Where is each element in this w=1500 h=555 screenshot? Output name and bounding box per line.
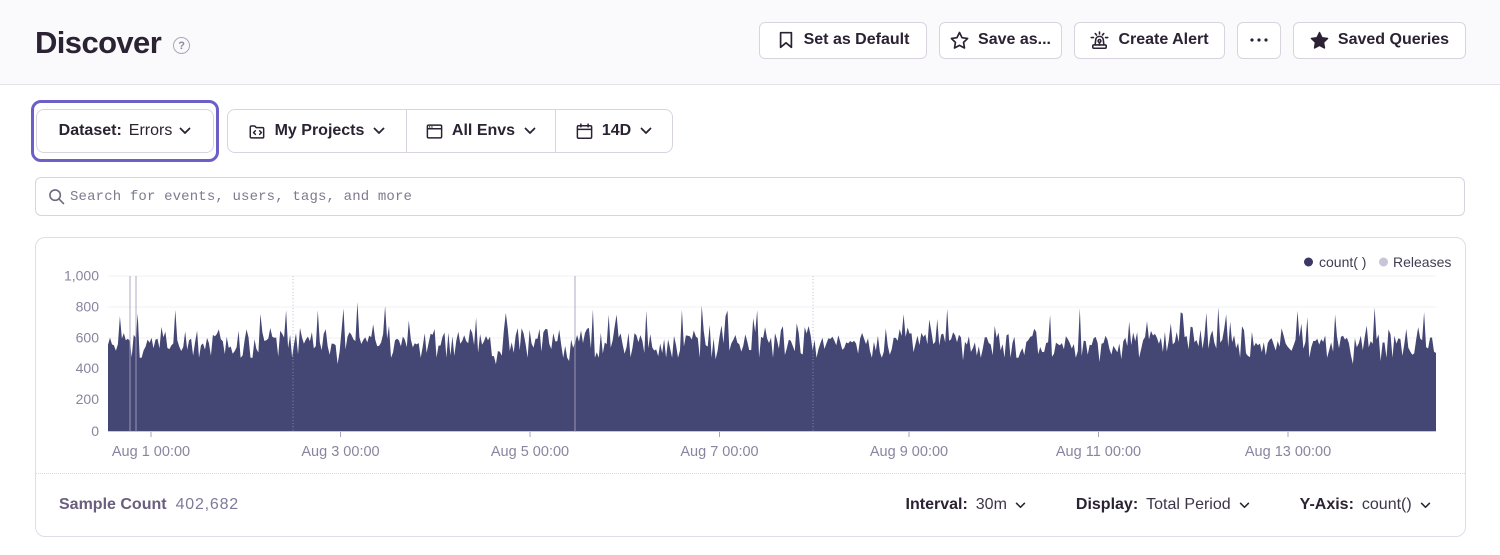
svg-text:Aug 1 00:00: Aug 1 00:00 — [112, 444, 190, 460]
svg-text:count( ): count( ) — [1319, 254, 1366, 270]
svg-text:1,000: 1,000 — [64, 268, 99, 284]
svg-text:400: 400 — [76, 360, 100, 376]
svg-text:800: 800 — [76, 299, 100, 315]
svg-text:Releases: Releases — [1393, 254, 1451, 270]
svg-text:Aug 5 00:00: Aug 5 00:00 — [491, 444, 569, 460]
svg-text:200: 200 — [76, 391, 100, 407]
svg-text:0: 0 — [91, 423, 99, 439]
svg-text:Aug 13 00:00: Aug 13 00:00 — [1245, 444, 1331, 460]
svg-text:Aug 11 00:00: Aug 11 00:00 — [1056, 444, 1141, 460]
svg-text:Aug 9 00:00: Aug 9 00:00 — [870, 444, 948, 460]
svg-text:Aug 3 00:00: Aug 3 00:00 — [301, 444, 379, 460]
svg-text:Aug 7 00:00: Aug 7 00:00 — [680, 444, 758, 460]
svg-text:600: 600 — [76, 330, 100, 346]
